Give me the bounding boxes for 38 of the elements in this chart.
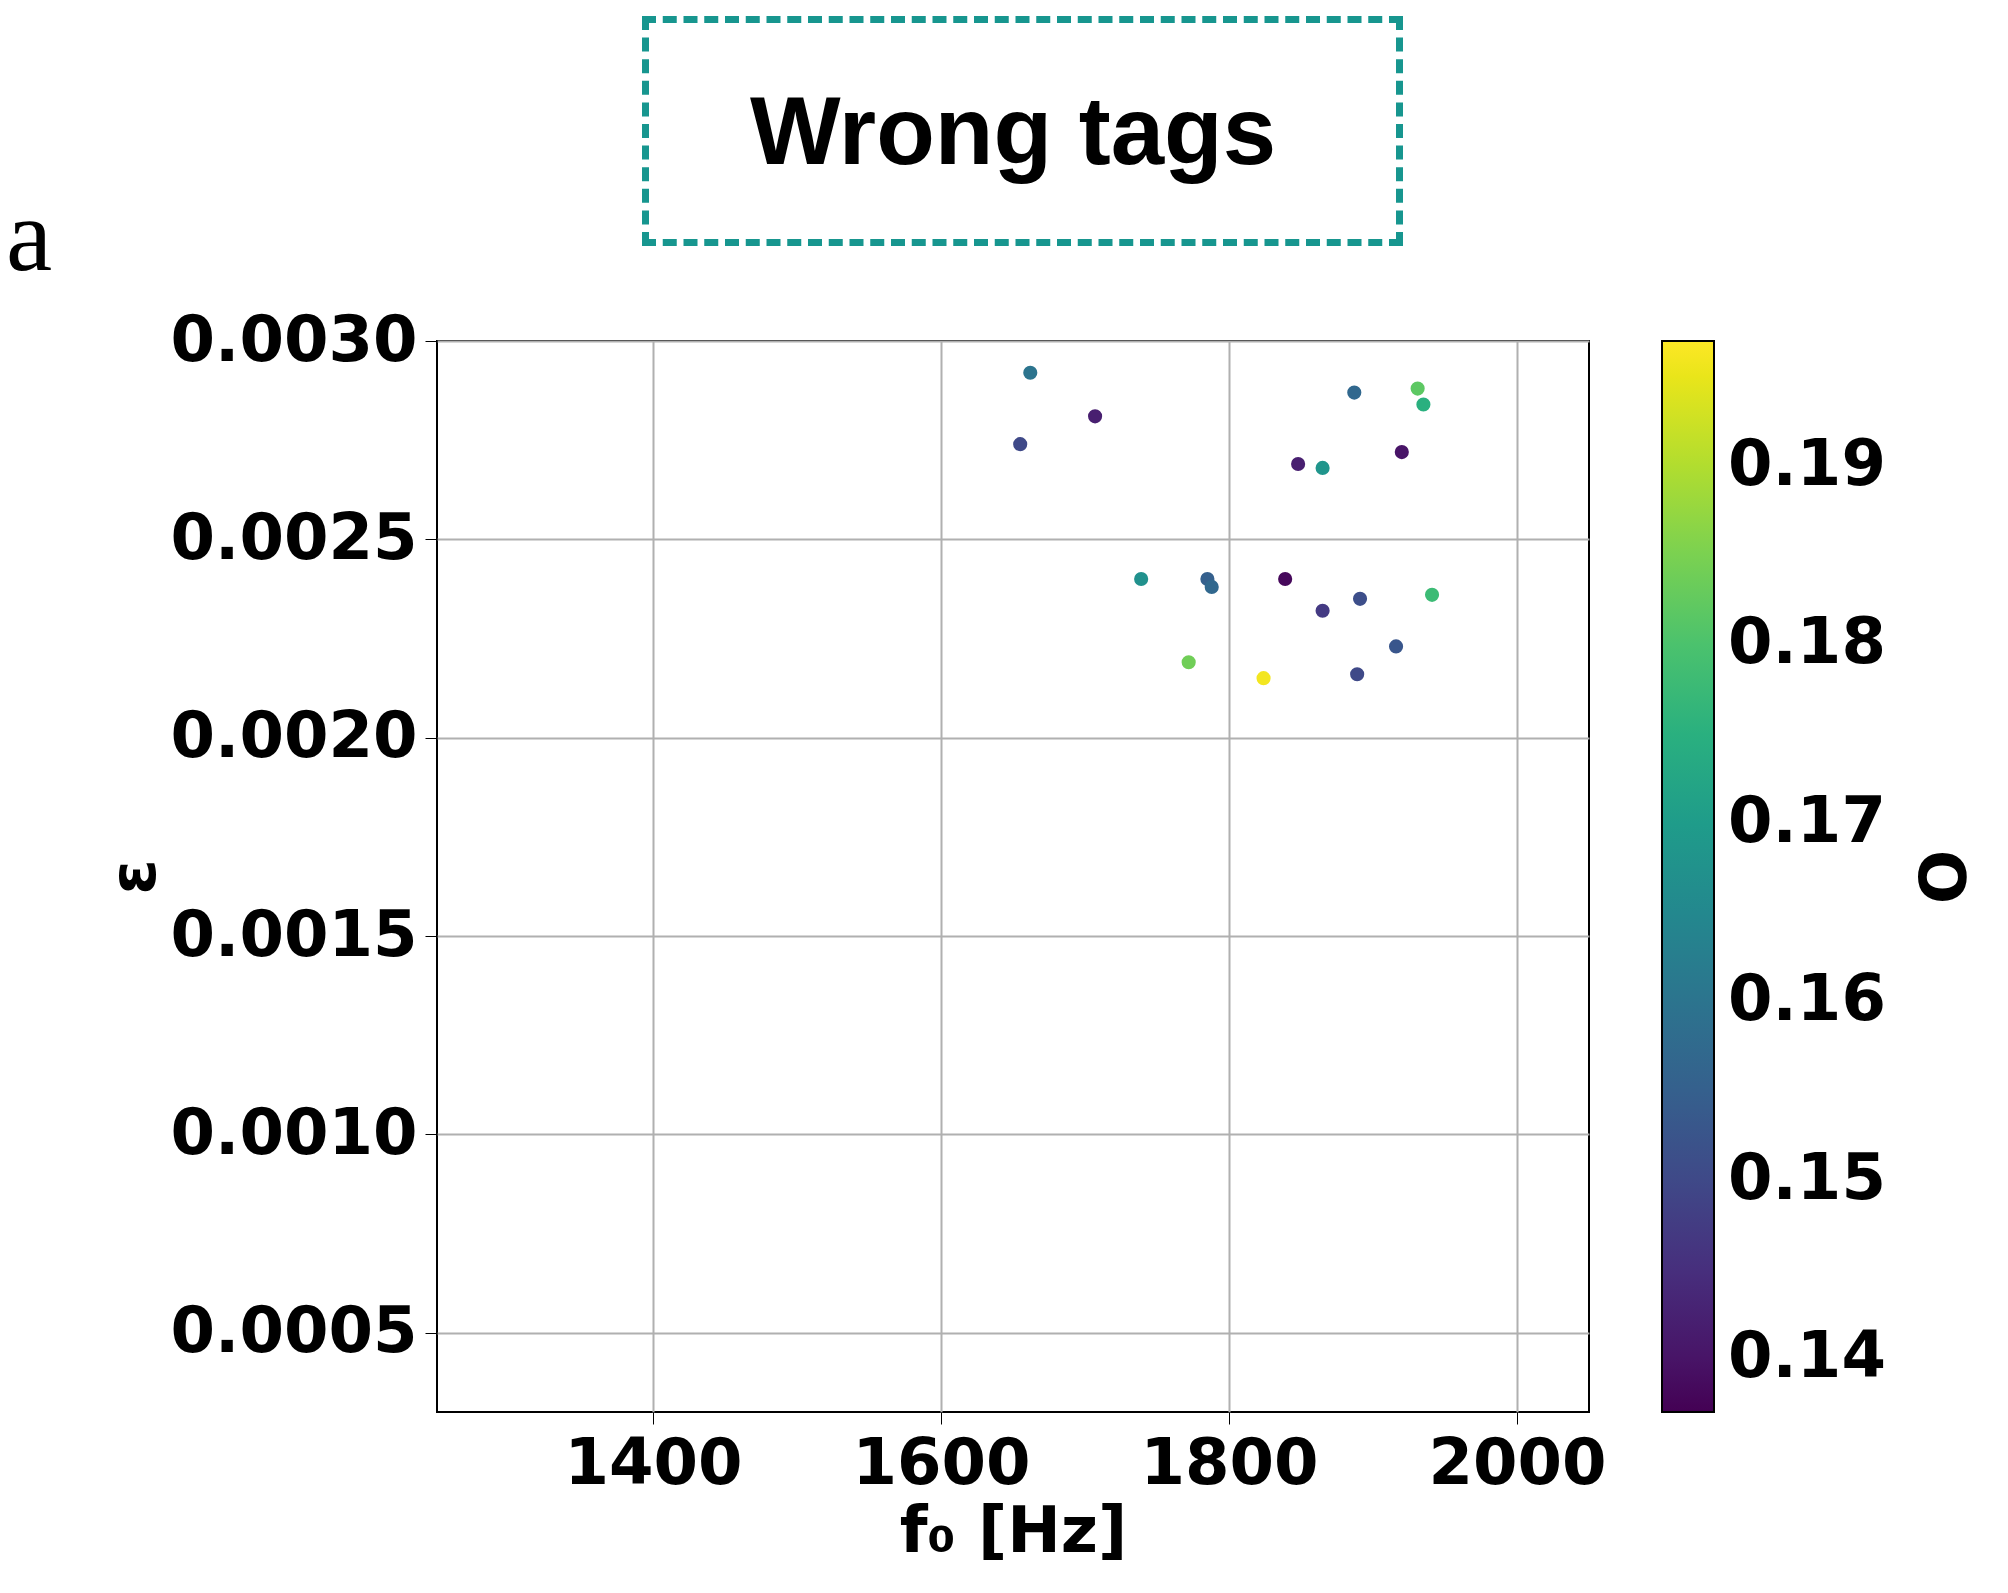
point xyxy=(1278,571,1293,587)
y-tick-label: 0.0015 xyxy=(170,896,418,971)
color-bar-title: O xyxy=(1904,849,1978,905)
point xyxy=(1416,397,1431,412)
y-tick-label: 0.0005 xyxy=(170,1293,418,1368)
y-tick-label: 0.0020 xyxy=(170,698,418,773)
y-tick-label: 0.0010 xyxy=(170,1094,418,1169)
x-tick-label: 2000 xyxy=(1428,1424,1607,1499)
point xyxy=(1388,639,1404,654)
point xyxy=(1394,445,1409,460)
color-bar-label: 0.17 xyxy=(1728,782,1886,857)
x-tick-label: 1400 xyxy=(564,1424,743,1499)
y-tick-label: 0.0025 xyxy=(170,499,418,574)
color-bar-label: 0.14 xyxy=(1728,1318,1886,1393)
point xyxy=(1424,587,1440,602)
point xyxy=(1256,671,1271,686)
chart-title: Wrong tags xyxy=(749,77,1277,184)
y-tick-label: 0.0030 xyxy=(170,301,418,376)
point xyxy=(1347,385,1362,400)
color-bar-label: 0.15 xyxy=(1728,1139,1886,1214)
text: a xyxy=(6,176,53,294)
point xyxy=(1410,381,1425,396)
x-tick-label: 1800 xyxy=(1140,1424,1319,1499)
point xyxy=(1013,437,1028,452)
color-bar-label: 0.19 xyxy=(1728,425,1886,500)
point xyxy=(1315,460,1330,475)
point xyxy=(1350,667,1365,682)
point xyxy=(1023,365,1038,380)
y-axis-title: ε xyxy=(95,859,170,895)
point xyxy=(1291,456,1306,472)
point xyxy=(1088,409,1103,424)
point xyxy=(1352,591,1368,606)
color-bar-label: 0.18 xyxy=(1728,604,1886,679)
point xyxy=(1315,603,1330,618)
point xyxy=(1204,579,1219,594)
point xyxy=(1181,655,1196,670)
color-bar-label: 0.16 xyxy=(1728,961,1886,1036)
point xyxy=(1134,571,1149,587)
